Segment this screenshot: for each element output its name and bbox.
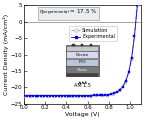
Legend: Simulation, Experimental: Simulation, Experimental	[69, 26, 117, 41]
Y-axis label: Current Density (mA/cm²): Current Density (mA/cm²)	[3, 14, 10, 95]
Text: $\eta_{experimental}$ = 17.5 %: $\eta_{experimental}$ = 17.5 %	[39, 8, 97, 18]
X-axis label: Voltage (V): Voltage (V)	[65, 111, 100, 117]
Text: AM 1.5: AM 1.5	[74, 83, 91, 88]
